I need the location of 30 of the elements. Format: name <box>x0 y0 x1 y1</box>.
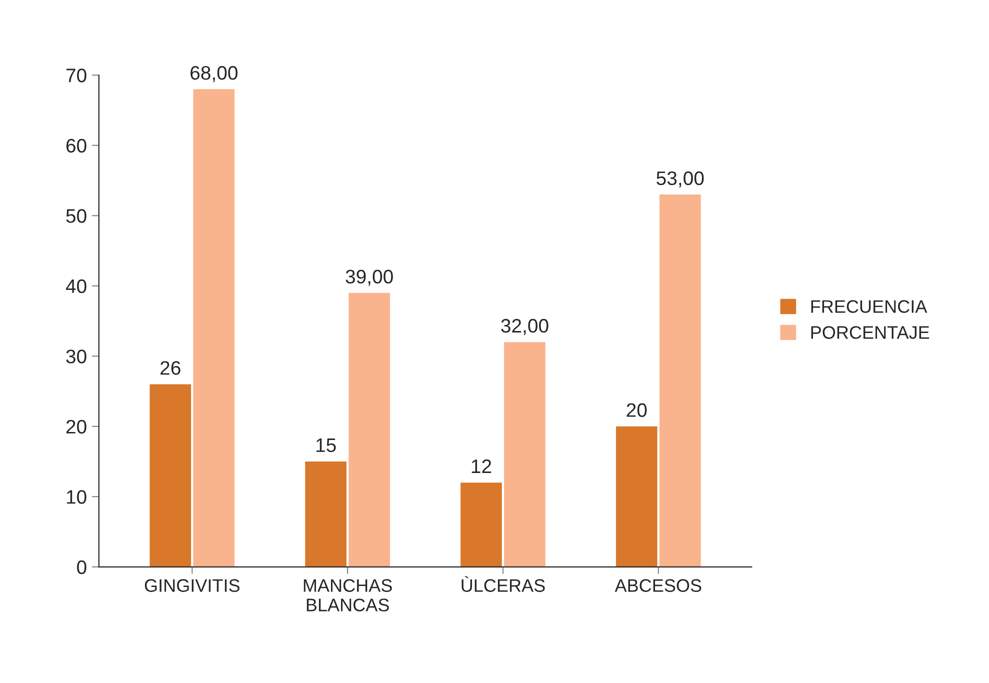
data-label: 20 <box>626 403 647 417</box>
y-tick-label: 20 <box>66 420 86 434</box>
data-label: 53,00 <box>656 171 704 188</box>
y-tick-label: 0 <box>77 560 86 574</box>
y-tick-label: 70 <box>66 68 86 82</box>
x-tick-label: ÙLCERAS <box>462 576 545 592</box>
bar <box>193 89 235 567</box>
bar <box>460 482 502 567</box>
bar <box>616 426 658 567</box>
data-label: 32,00 <box>501 318 548 335</box>
bar <box>504 342 546 567</box>
x-tick-label: ABCESOS <box>614 579 702 592</box>
legend-label: PORCENTAJE <box>811 326 930 339</box>
bar <box>348 292 390 567</box>
y-tick-label: 60 <box>66 138 86 153</box>
y-tick-label: 30 <box>66 350 86 364</box>
data-label: 15 <box>316 438 336 452</box>
data-label: 12 <box>472 459 492 473</box>
data-label: 26 <box>160 361 180 375</box>
data-label: 68,00 <box>190 66 238 82</box>
bar <box>305 462 346 567</box>
y-tick-label: 10 <box>66 490 86 504</box>
bar <box>150 384 192 567</box>
x-tick-label: MANCHAS BLANCAS <box>304 579 392 612</box>
data-label: 39,00 <box>346 270 393 286</box>
x-tick-label: GINGIVITIS <box>144 579 240 592</box>
bar <box>659 194 701 567</box>
y-tick-label: 40 <box>66 279 86 294</box>
y-tick-label: 50 <box>66 209 86 223</box>
legend-label: FRECUENCIA <box>811 300 928 313</box>
